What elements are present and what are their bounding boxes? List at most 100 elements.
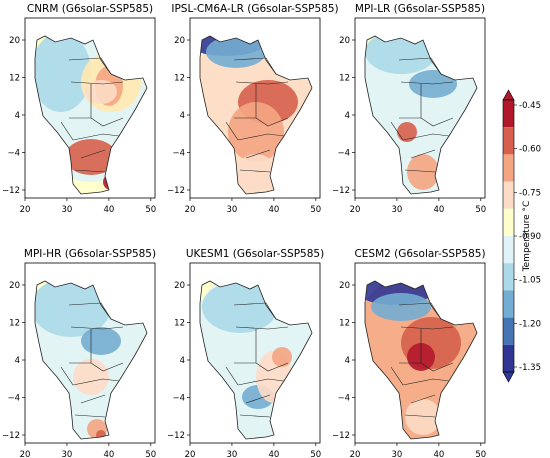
- colorbar: -0.45 -0.60 -0.75 -0.90 -1.05 -1.20 -1.35: [502, 89, 541, 383]
- colorbar-segment: [503, 208, 514, 236]
- coastline: [199, 280, 313, 440]
- country-border: [400, 81, 454, 85]
- y-tick-label: −4: [7, 149, 20, 159]
- y-tick-label: −4: [172, 394, 185, 404]
- country-border: [74, 169, 106, 173]
- country-border: [398, 302, 442, 320]
- colorbar-min-arrow: [502, 371, 515, 383]
- x-tick-label: 50: [475, 205, 486, 215]
- y-tick-label: 12: [174, 74, 185, 84]
- colorbar-segment: [503, 236, 514, 264]
- x-tick-label: 30: [62, 450, 73, 458]
- x-tick-label: 50: [310, 450, 321, 458]
- y-tick-label: −12: [167, 431, 185, 441]
- y-tick-label: −4: [337, 149, 350, 159]
- colorbar-segment: [503, 100, 514, 128]
- map-panel-cesm: CESM2 (G6solar-SSP585) 20 12 4 −4 −12 20 30 40 50: [332, 248, 486, 458]
- x-tick-label: 40: [103, 450, 114, 458]
- country-border: [255, 329, 289, 372]
- colorbar-tick-label: -0.90: [519, 232, 541, 242]
- country-border: [90, 329, 124, 372]
- field-patch: [407, 154, 439, 190]
- colorbar-tick-label: -0.45: [519, 101, 541, 111]
- panel-title: CESM2 (G6solar-SSP585): [354, 248, 485, 260]
- y-tick-label: 20: [339, 36, 350, 46]
- coastline: [199, 35, 313, 195]
- colorbar-segment: [503, 263, 514, 291]
- field-patch: [35, 281, 111, 337]
- x-tick-label: 20: [350, 450, 361, 458]
- country-border: [72, 378, 120, 386]
- country-border: [60, 121, 74, 141]
- y-tick-label: −12: [167, 186, 185, 196]
- country-border: [239, 169, 271, 173]
- panel-title: UKESM1 (G6solar-SSP585): [186, 248, 324, 260]
- country-border: [70, 326, 124, 330]
- field-patch: [206, 36, 266, 68]
- y-tick-label: −4: [172, 149, 185, 159]
- field-patch: [73, 359, 109, 395]
- country-border: [420, 329, 454, 372]
- colorbar-label: Temperature °C: [522, 201, 532, 273]
- y-tick-label: −4: [7, 394, 20, 404]
- x-tick-label: 20: [185, 450, 196, 458]
- country-border: [90, 84, 124, 127]
- x-tick-label: 30: [227, 450, 238, 458]
- y-tick-label: 20: [9, 36, 20, 46]
- country-border: [410, 149, 436, 159]
- y-tick-label: −4: [337, 394, 350, 404]
- x-tick-label: 30: [62, 205, 73, 215]
- y-tick-label: −12: [332, 186, 350, 196]
- y-tick-label: 12: [339, 74, 350, 84]
- x-tick-label: 20: [185, 205, 196, 215]
- country-border: [404, 169, 436, 173]
- x-tick-label: 40: [268, 205, 279, 215]
- coastline: [364, 280, 478, 440]
- field-patch: [272, 347, 292, 367]
- y-tick-label: 12: [174, 319, 185, 329]
- country-border: [245, 149, 271, 159]
- colorbar-tick-label: -1.05: [519, 276, 541, 286]
- panel-title: MPI-HR (G6solar-SSP585): [24, 248, 156, 260]
- field-patch: [236, 154, 276, 190]
- colorbar-segment: [503, 181, 514, 209]
- country-border: [235, 326, 289, 330]
- colorbar-tick-label: -0.75: [519, 188, 541, 198]
- country-border: [225, 366, 239, 386]
- x-tick-label: 40: [103, 205, 114, 215]
- colorbar-segment: [503, 127, 514, 155]
- x-tick-label: 50: [145, 205, 156, 215]
- y-tick-label: 20: [174, 36, 185, 46]
- country-border: [402, 133, 450, 141]
- country-border: [390, 366, 404, 386]
- y-tick-label: 4: [345, 111, 350, 121]
- y-tick-label: 20: [9, 281, 20, 291]
- x-tick-label: 20: [20, 205, 31, 215]
- x-tick-label: 30: [392, 450, 403, 458]
- country-border: [402, 378, 450, 386]
- panel-title: MPI-LR (G6solar-SSP585): [355, 3, 485, 15]
- y-tick-label: 4: [15, 356, 20, 366]
- country-border: [68, 302, 112, 320]
- coastline: [364, 35, 478, 195]
- x-tick-label: 40: [268, 450, 279, 458]
- y-tick-label: −12: [2, 431, 20, 441]
- map-panel-ukesm: UKESM1 (G6solar-SSP585) 20 12 4 −4 −12 20 30 40 5…: [167, 248, 324, 458]
- map-panel-mpihr: MPI-HR (G6solar-SSP585) 20 12 4 −4 −12 20 30 40 5…: [2, 248, 156, 458]
- country-border: [70, 81, 124, 85]
- y-tick-label: 12: [9, 74, 20, 84]
- country-border: [400, 326, 454, 330]
- colorbar-segment: [503, 290, 514, 318]
- country-border: [237, 378, 285, 386]
- colorbar-tick-label: -1.35: [519, 363, 541, 373]
- colorbar-segment: [503, 154, 514, 182]
- field-patch: [371, 293, 431, 321]
- country-border: [60, 366, 74, 386]
- country-border: [233, 57, 277, 75]
- field-patch: [35, 36, 91, 112]
- coastline: [34, 35, 148, 195]
- field-patch: [202, 281, 278, 333]
- country-border: [245, 394, 271, 404]
- y-tick-label: 20: [174, 281, 185, 291]
